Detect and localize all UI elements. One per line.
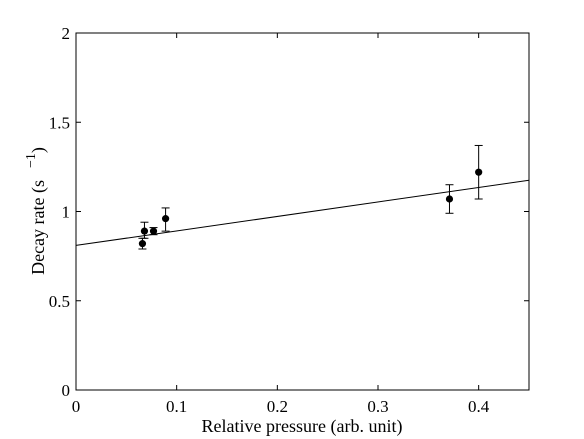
y-axis-label-main: Decay rate (s <box>28 180 49 275</box>
y-tick-label: 2 <box>62 24 71 43</box>
data-point <box>161 215 170 223</box>
y-tick-label: 0 <box>62 381 71 400</box>
x-tick-label: 0.4 <box>468 397 490 416</box>
plot-area <box>75 32 530 391</box>
y-tick-label: 1.5 <box>49 113 70 132</box>
data-point <box>149 227 158 235</box>
x-tick-label: 0.2 <box>267 397 288 416</box>
data-point <box>138 240 147 248</box>
x-axis-label: Relative pressure (arb. unit) <box>202 416 403 437</box>
y-tick-label: 0.5 <box>49 292 70 311</box>
y-tick-label: 1 <box>62 203 71 222</box>
data-point <box>140 227 149 235</box>
x-tick-label: 0.1 <box>166 397 187 416</box>
data-point <box>445 195 454 203</box>
data-points-group <box>138 144 483 250</box>
x-tick-label: 0.3 <box>367 397 388 416</box>
data-point <box>475 168 483 176</box>
fit-line <box>75 179 530 246</box>
y-axis-label-superscript: −1 <box>24 153 39 168</box>
x-tick-label: 0 <box>72 397 81 416</box>
y-axis-label-suffix: ) <box>28 147 49 153</box>
fit-line-group <box>75 179 530 246</box>
axis-ticks: 0 0.1 0.2 0.3 0.4 0 0.5 1 1.5 2 <box>49 24 529 416</box>
y-axis-label: Decay rate (s −1) <box>24 147 49 275</box>
